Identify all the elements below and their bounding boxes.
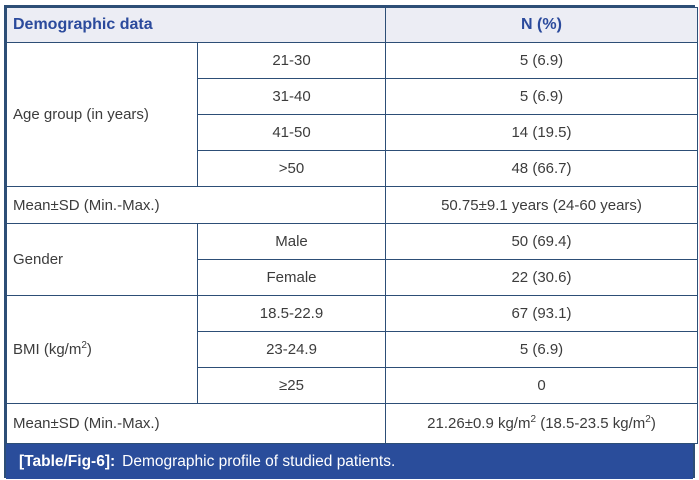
caption-text: Demographic profile of studied patients.: [122, 452, 396, 470]
table-row: Age group (in years) 21-30 5 (6.9): [6, 42, 698, 187]
age-value: 14 (19.5): [385, 114, 698, 151]
age-category: >50: [197, 150, 386, 187]
bmi-group-label: BMI (kg/m2): [6, 295, 198, 404]
age-category: 31-40: [197, 78, 386, 115]
gender-group-label: Gender: [6, 223, 198, 296]
column-header-n-percent: N (%): [385, 7, 698, 43]
table-header-row: Demographic data N (%): [6, 7, 698, 43]
bmi-value: 0: [385, 367, 698, 404]
bmi-label-superscript: 2: [81, 340, 87, 351]
bmi-mean-value: 21.26±0.9 kg/m2 (18.5-23.5 kg/m2): [385, 403, 698, 444]
caption-tag: [Table/Fig-6]:: [19, 452, 116, 470]
age-value: 5 (6.9): [385, 78, 698, 115]
age-mean-row: Mean±SD (Min.-Max.) 50.75±9.1 years (24-…: [6, 186, 698, 224]
bmi-label-text: BMI (kg/m: [13, 341, 82, 358]
bmi-category: ≥25: [197, 367, 386, 404]
table-row: Gender Male 50 (69.4): [6, 223, 698, 296]
table-caption: [Table/Fig-6]: Demographic profile of st…: [6, 444, 693, 479]
table-row: >50 48 (66.7): [7, 150, 698, 187]
age-category: 41-50: [197, 114, 386, 151]
table-row: 31-40 5 (6.9): [7, 78, 698, 115]
bmi-category: 18.5-22.9: [197, 295, 386, 332]
bmi-mean-superscript: 2: [645, 414, 651, 425]
bmi-mean-row: Mean±SD (Min.-Max.) 21.26±0.9 kg/m2 (18.…: [6, 403, 698, 444]
column-header-demographic-data: Demographic data: [6, 7, 386, 43]
bmi-category: 23-24.9: [197, 331, 386, 368]
table-row: 41-50 14 (19.5): [7, 114, 698, 151]
gender-value: 22 (30.6): [385, 259, 698, 296]
table-row: 23-24.9 5 (6.9): [7, 331, 698, 368]
bmi-value: 67 (93.1): [385, 295, 698, 332]
age-group-label: Age group (in years): [6, 42, 198, 187]
gender-category: Female: [197, 259, 386, 296]
table-row: Female 22 (30.6): [7, 259, 698, 296]
demographics-table: Demographic data N (%) Age group (in yea…: [6, 7, 698, 444]
bmi-mean-value-part: ): [650, 415, 656, 432]
table-row: BMI (kg/m2) 18.5-22.9 67 (93.1): [6, 295, 698, 404]
gender-value: 50 (69.4): [385, 223, 698, 260]
age-mean-value: 50.75±9.1 years (24-60 years): [385, 186, 698, 224]
bmi-mean-value-part: (18.5-23.5 kg/m: [536, 415, 646, 432]
bmi-value: 5 (6.9): [385, 331, 698, 368]
age-value: 5 (6.9): [385, 42, 698, 79]
bmi-mean-label: Mean±SD (Min.-Max.): [6, 403, 386, 444]
age-category: 21-30: [197, 42, 386, 79]
bmi-label-close: ): [86, 341, 92, 358]
age-mean-label: Mean±SD (Min.-Max.): [6, 186, 386, 224]
table-figure: Demographic data N (%) Age group (in yea…: [4, 5, 698, 479]
age-value: 48 (66.7): [385, 150, 698, 187]
bmi-mean-superscript: 2: [530, 414, 537, 425]
bmi-mean-value-part: 21.26±0.9 kg/m: [427, 415, 531, 432]
gender-category: Male: [197, 223, 386, 260]
